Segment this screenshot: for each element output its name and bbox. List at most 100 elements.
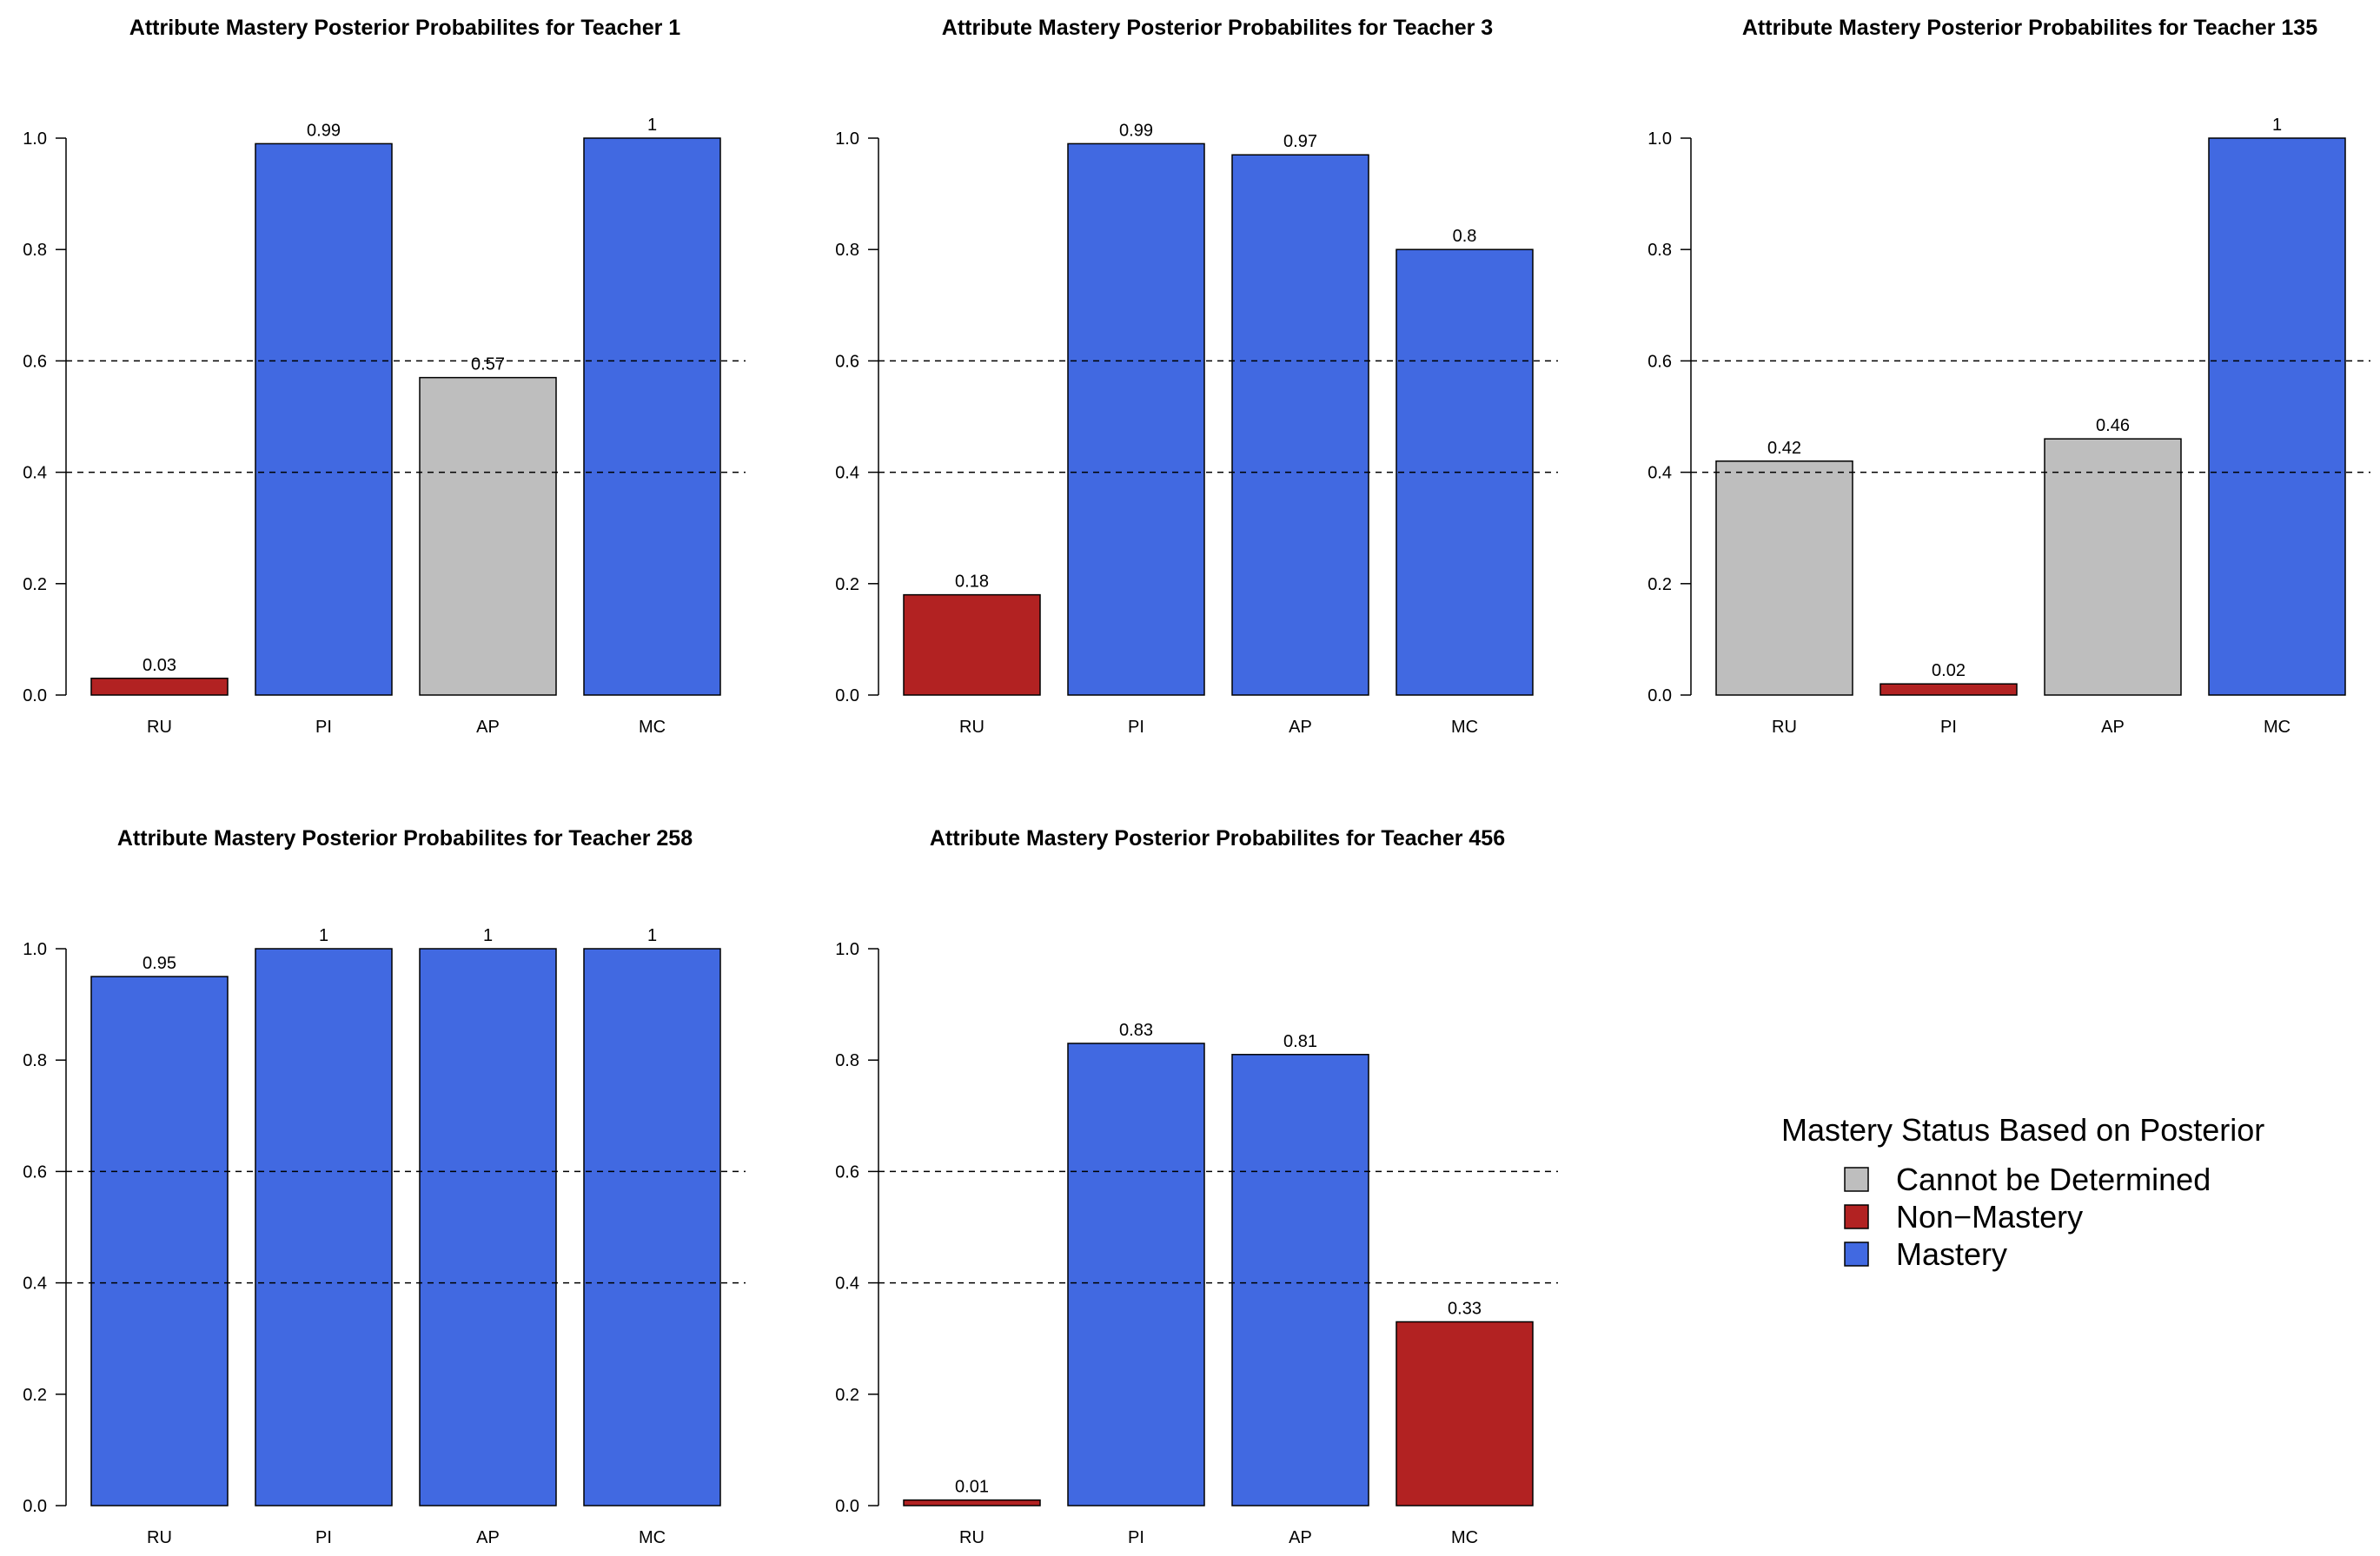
y-tick-label: 0.2	[835, 575, 859, 594]
legend: Mastery Status Based on Posterior Cannot…	[1781, 1112, 2264, 1272]
y-tick-label: 0.4	[835, 1275, 859, 1294]
y-tick-label: 0.6	[835, 352, 859, 371]
legend-label-non-mastery: Non−Mastery	[1896, 1199, 2083, 1235]
legend-label-cannot-be-determined: Cannot be Determined	[1896, 1162, 2211, 1197]
y-tick-label: 0.0	[23, 686, 47, 705]
bar-pi	[1067, 142, 1205, 696]
x-tick-label: MC	[639, 718, 666, 737]
chart-panel-4: Attribute Mastery Posterior Probabilites…	[23, 826, 746, 1547]
y-tick-label: 0.2	[23, 575, 47, 594]
x-tick-label: PI	[1128, 1528, 1144, 1547]
x-tick-label: RU	[959, 718, 984, 737]
data-label-ap: 0.57	[471, 355, 505, 374]
bar-mc	[583, 948, 721, 1506]
chart-title: Attribute Mastery Posterior Probabilites…	[942, 16, 1493, 40]
data-label-ru: 0.95	[143, 954, 176, 973]
chart-title: Attribute Mastery Posterior Probabilites…	[117, 826, 693, 851]
x-tick-label: AP	[476, 1528, 500, 1547]
y-tick-label: 0.0	[23, 1497, 47, 1516]
x-tick-label: MC	[1451, 1528, 1478, 1547]
data-label-ru: 0.18	[955, 573, 989, 592]
data-label-pi: 0.02	[1932, 661, 1966, 680]
x-tick-label: PI	[315, 718, 332, 737]
bar-ap	[1231, 1054, 1369, 1506]
y-tick-label: 0.4	[23, 1275, 47, 1294]
bar-ru	[90, 976, 229, 1506]
y-tick-label: 0.2	[23, 1386, 47, 1405]
y-tick-label: 1.0	[835, 940, 859, 959]
bar-pi	[1879, 683, 2018, 696]
x-tick-label: PI	[1940, 718, 1957, 737]
chart-title: Attribute Mastery Posterior Probabilites…	[129, 16, 681, 40]
chart-panel-3: Attribute Mastery Posterior Probabilites…	[1647, 16, 2370, 737]
x-tick-label: PI	[315, 1528, 332, 1547]
bar-ap	[1231, 154, 1369, 696]
x-tick-label: AP	[476, 718, 500, 737]
chart-title: Attribute Mastery Posterior Probabilites…	[1742, 16, 2317, 40]
chart-panel-1: Attribute Mastery Posterior Probabilites…	[23, 16, 746, 737]
legend-swatch-cannot-be-determined	[1844, 1167, 1869, 1192]
chart-title: Attribute Mastery Posterior Probabilites…	[930, 826, 1505, 851]
legend-swatch-non-mastery	[1844, 1204, 1869, 1229]
y-tick-label: 0.8	[1647, 241, 1672, 260]
y-tick-label: 0.8	[835, 241, 859, 260]
x-tick-label: MC	[1451, 718, 1478, 737]
data-label-mc: 1	[647, 926, 657, 945]
bar-ap	[2044, 438, 2182, 696]
bar-ru	[90, 678, 229, 696]
data-label-pi: 1	[319, 926, 328, 945]
y-tick-label: 0.4	[23, 464, 47, 483]
chart-panels: Attribute Mastery Posterior Probabilites…	[23, 16, 2370, 1547]
bar-mc	[583, 137, 721, 696]
legend-title: Mastery Status Based on Posterior	[1781, 1112, 2264, 1148]
bar-mc	[1396, 248, 1534, 696]
y-tick-label: 0.6	[835, 1162, 859, 1182]
bar-pi	[255, 948, 393, 1506]
y-tick-label: 0.6	[23, 352, 47, 371]
bar-mc	[1396, 1321, 1534, 1506]
bar-ap	[419, 948, 557, 1506]
data-label-ru: 0.01	[955, 1478, 989, 1497]
y-tick-label: 0.2	[1647, 575, 1672, 594]
x-tick-label: AP	[1289, 1528, 1312, 1547]
y-tick-label: 0.0	[835, 686, 859, 705]
y-tick-label: 0.8	[835, 1051, 859, 1070]
x-tick-label: AP	[2101, 718, 2125, 737]
chart-panel-5: Attribute Mastery Posterior Probabilites…	[835, 826, 1558, 1547]
y-tick-label: 1.0	[835, 129, 859, 149]
bar-mc	[2208, 137, 2346, 696]
bar-ru	[903, 593, 1041, 696]
bar-pi	[1067, 1043, 1205, 1506]
bar-ap	[419, 376, 557, 696]
data-label-ru: 0.42	[1767, 439, 1801, 458]
data-label-mc: 1	[2272, 116, 2282, 135]
y-tick-label: 0.6	[1647, 352, 1672, 371]
data-label-mc: 0.8	[1453, 227, 1477, 246]
x-tick-label: RU	[147, 718, 172, 737]
bar-ru	[903, 1499, 1041, 1506]
x-tick-label: PI	[1128, 718, 1144, 737]
y-tick-label: 1.0	[1647, 129, 1672, 149]
data-label-ap: 0.97	[1283, 132, 1317, 151]
x-tick-label: MC	[639, 1528, 666, 1547]
y-tick-label: 0.4	[835, 464, 859, 483]
y-tick-label: 0.8	[23, 1051, 47, 1070]
x-tick-label: MC	[2264, 718, 2291, 737]
y-tick-label: 1.0	[23, 129, 47, 149]
data-label-pi: 0.99	[307, 121, 341, 140]
y-tick-label: 0.8	[23, 241, 47, 260]
chart-panel-2: Attribute Mastery Posterior Probabilites…	[835, 16, 1558, 737]
x-tick-label: RU	[959, 1528, 984, 1547]
x-tick-label: RU	[1772, 718, 1797, 737]
data-label-pi: 0.99	[1119, 121, 1153, 140]
data-label-mc: 0.33	[1448, 1299, 1482, 1318]
data-label-ap: 1	[483, 926, 493, 945]
data-label-ap: 0.46	[2096, 416, 2130, 435]
data-label-pi: 0.83	[1119, 1021, 1153, 1040]
y-tick-label: 0.4	[1647, 464, 1672, 483]
y-tick-label: 0.0	[1647, 686, 1672, 705]
legend-swatch-mastery	[1844, 1241, 1869, 1267]
data-label-ru: 0.03	[143, 656, 176, 675]
legend-label-mastery: Mastery	[1896, 1236, 2007, 1272]
